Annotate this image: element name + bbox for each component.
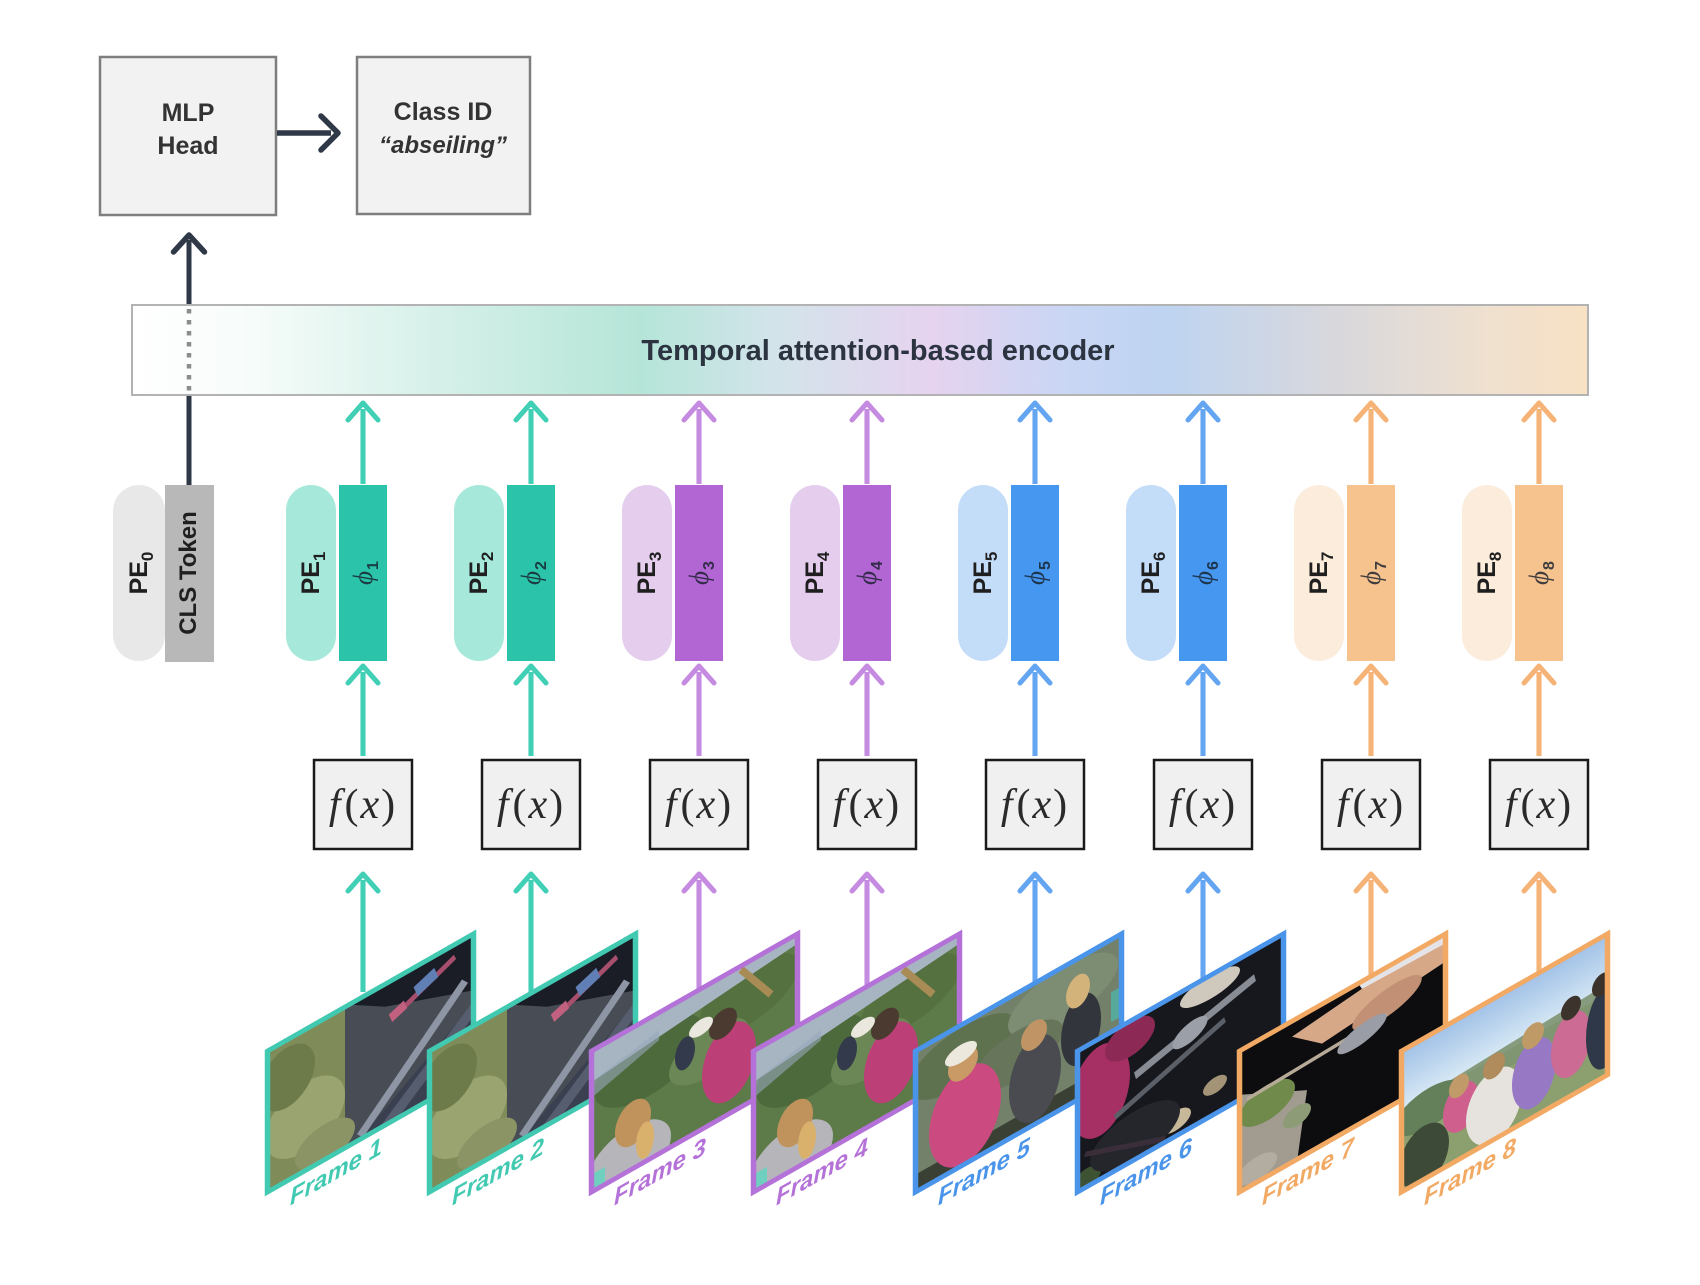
svg-text:f(x): f(x) [497,782,565,828]
svg-text:f(x): f(x) [833,782,901,828]
svg-text:f(x): f(x) [665,782,733,828]
svg-text:Head: Head [157,132,218,160]
svg-text:CLS Token: CLS Token [175,511,202,635]
svg-text:f(x): f(x) [1505,782,1573,828]
svg-text:Class ID: Class ID [394,98,493,126]
svg-text:f(x): f(x) [329,782,397,828]
svg-text:Temporal attention-based encod: Temporal attention-based encoder [641,335,1114,367]
svg-text:f(x): f(x) [1337,782,1405,828]
svg-text:MLP: MLP [162,99,215,127]
svg-text:f(x): f(x) [1169,782,1237,828]
svg-text:“abseiling”: “abseiling” [379,132,507,159]
svg-text:f(x): f(x) [1001,782,1069,828]
